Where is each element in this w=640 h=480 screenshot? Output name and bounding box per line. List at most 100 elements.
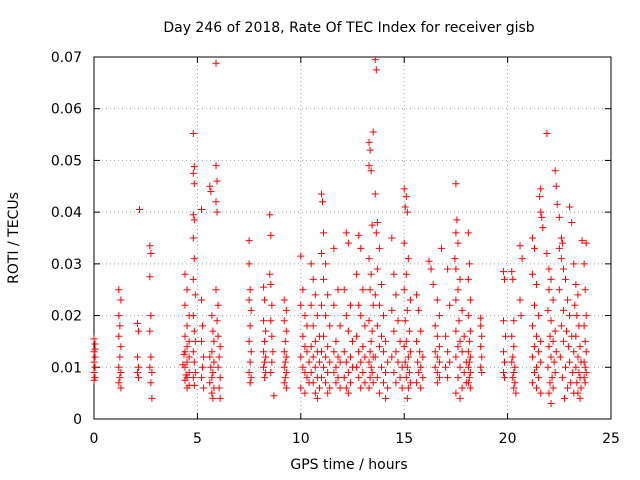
data-point <box>181 270 189 278</box>
data-point <box>340 286 348 294</box>
data-point <box>581 337 589 345</box>
data-point <box>537 389 545 397</box>
data-point <box>268 332 276 340</box>
data-point <box>90 358 98 366</box>
data-point <box>533 384 541 392</box>
data-point <box>317 250 325 258</box>
data-point <box>435 343 443 351</box>
data-point <box>557 255 565 263</box>
data-point <box>324 291 332 299</box>
data-point <box>375 389 383 397</box>
data-point <box>580 374 588 382</box>
data-point <box>466 327 474 335</box>
data-point <box>361 379 369 387</box>
data-point <box>549 384 557 392</box>
data-point <box>538 213 546 221</box>
data-point <box>198 206 206 214</box>
data-point <box>332 363 340 371</box>
data-point <box>530 244 538 252</box>
data-point <box>508 332 516 340</box>
data-point <box>464 379 472 387</box>
data-point <box>368 221 376 229</box>
data-point <box>533 332 541 340</box>
data-point <box>326 358 334 366</box>
data-point <box>573 312 581 320</box>
data-point <box>313 312 321 320</box>
data-point <box>452 353 460 361</box>
data-point <box>544 306 552 314</box>
data-point <box>404 353 412 361</box>
data-point <box>398 384 406 392</box>
data-point <box>207 363 215 371</box>
data-point <box>537 208 545 216</box>
data-point <box>212 59 220 67</box>
data-point <box>417 384 425 392</box>
data-point <box>191 368 199 376</box>
data-point <box>91 363 99 371</box>
data-point <box>297 252 305 260</box>
data-point <box>311 291 319 299</box>
data-point <box>516 242 524 250</box>
data-point <box>267 281 275 289</box>
data-point <box>454 239 462 247</box>
data-point <box>330 244 338 252</box>
data-point <box>357 312 365 320</box>
data-point <box>458 348 466 356</box>
data-point <box>90 376 98 384</box>
data-point <box>576 394 584 402</box>
data-point <box>340 374 348 382</box>
data-point <box>147 379 155 387</box>
data-point <box>502 332 510 340</box>
data-point <box>437 244 445 252</box>
data-point <box>200 384 208 392</box>
data-point <box>458 384 466 392</box>
x-tick-label: 25 <box>602 431 620 447</box>
data-point <box>517 312 525 320</box>
data-point <box>384 384 392 392</box>
data-point <box>547 353 555 361</box>
data-point <box>402 337 410 345</box>
data-point <box>355 231 363 239</box>
data-point <box>181 332 189 340</box>
data-point <box>535 312 543 320</box>
data-point <box>303 374 311 382</box>
data-point <box>213 208 221 216</box>
data-point <box>183 343 191 351</box>
data-point <box>530 343 538 351</box>
data-point <box>282 327 290 335</box>
data-point <box>208 348 216 356</box>
data-point <box>373 265 381 273</box>
data-point <box>581 363 589 371</box>
data-point <box>334 353 342 361</box>
data-point <box>419 353 427 361</box>
data-point <box>544 363 552 371</box>
data-point <box>442 363 450 371</box>
data-point <box>571 301 579 309</box>
data-point <box>322 312 330 320</box>
data-point <box>427 265 435 273</box>
data-point <box>334 286 342 294</box>
data-point <box>516 296 524 304</box>
data-point <box>189 275 197 283</box>
data-point <box>357 358 365 366</box>
data-point <box>133 368 141 376</box>
data-point <box>455 317 463 325</box>
data-point <box>373 374 381 382</box>
data-point <box>581 286 589 294</box>
data-point <box>320 332 328 340</box>
data-point <box>133 353 141 361</box>
data-point <box>371 291 379 299</box>
data-point <box>574 353 582 361</box>
data-point <box>558 239 566 247</box>
data-point <box>247 374 255 382</box>
data-point <box>189 374 197 382</box>
data-point <box>367 337 375 345</box>
data-point <box>453 216 461 224</box>
data-point <box>280 296 288 304</box>
data-point <box>530 301 538 309</box>
data-point <box>572 363 580 371</box>
data-point <box>510 384 518 392</box>
data-point <box>429 281 437 289</box>
data-point <box>317 190 325 198</box>
